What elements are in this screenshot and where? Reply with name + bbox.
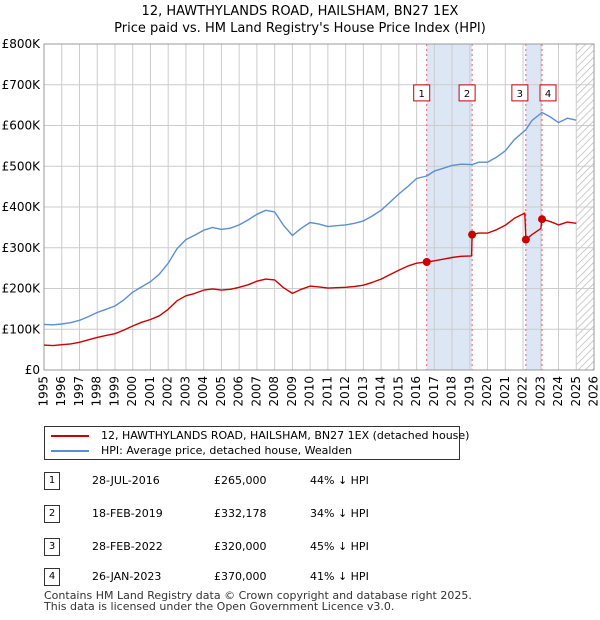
sale-date: 28-JUL-2016 [92, 474, 160, 487]
sale-number-box [413, 84, 431, 102]
sale-row: 1 28-JUL-2016 £265,000 44% ↓ HPI [44, 472, 444, 492]
sale-number-label: 3 [517, 89, 523, 100]
x-tick-label: 2025 [569, 376, 583, 407]
sale-hpi-diff: 41% ↓ HPI [310, 570, 369, 583]
x-tick-label: 1996 [54, 376, 68, 407]
sale-point [538, 215, 547, 224]
x-tick-label: 2003 [178, 376, 192, 407]
x-tick-label: 2012 [338, 376, 352, 407]
y-tick-label: £0 [25, 363, 40, 377]
sale-date: 18-FEB-2019 [92, 507, 163, 520]
x-tick-label: 2001 [143, 376, 157, 407]
y-tick-label: £700K [2, 78, 42, 92]
sale-hpi-diff: 34% ↓ HPI [310, 507, 369, 520]
x-tick-label: 1998 [90, 376, 104, 407]
y-tick-label: £200K [2, 282, 42, 296]
x-tick-label: 2006 [232, 376, 246, 407]
sale-number-label: 2 [464, 89, 470, 100]
sale-number-badge: 3 [44, 538, 60, 556]
sale-number-label: 1 [419, 89, 425, 100]
legend-label-price-paid: 12, HAWTHYLANDS ROAD, HAILSHAM, BN27 1EX… [101, 429, 470, 442]
sale-price: £370,000 [214, 570, 267, 583]
x-tick-label: 2019 [462, 376, 476, 407]
chart-legend: 12, HAWTHYLANDS ROAD, HAILSHAM, BN27 1EX… [44, 426, 469, 460]
y-tick-label: £300K [2, 241, 42, 255]
x-tick-label: 2014 [374, 376, 388, 407]
x-tick-label: 2016 [409, 376, 423, 407]
x-tick-label: 2023 [533, 376, 547, 407]
price-paid-line [44, 212, 577, 347]
chart-subtitle: Price paid vs. HM Land Registry's House … [114, 21, 486, 36]
sale-hpi-diff: 45% ↓ HPI [310, 540, 369, 553]
x-tick-label: 2026 [587, 376, 600, 407]
sale-point [422, 258, 431, 267]
sale-row: 2 18-FEB-2019 £332,178 34% ↓ HPI [44, 505, 444, 525]
sale-number-box [539, 84, 557, 102]
y-tick-label: £400K [2, 200, 42, 214]
x-tick-label: 2015 [391, 376, 405, 407]
x-tick-label: 1997 [72, 376, 86, 407]
y-tick-label: £100K [2, 322, 42, 336]
footer-attribution: Contains HM Land Registry data © Crown c… [44, 590, 472, 612]
x-tick-label: 2009 [285, 376, 299, 407]
x-tick-label: 2002 [161, 376, 175, 407]
sale-number-label: 4 [545, 89, 551, 100]
sale-number-badge: 1 [44, 472, 60, 490]
y-tick-label: £800K [2, 37, 42, 51]
legend-label-hpi: HPI: Average price, detached house, Weal… [101, 444, 353, 457]
x-tick-label: 2007 [249, 376, 263, 407]
x-tick-label: 1999 [107, 376, 121, 407]
x-tick-label: 2000 [125, 376, 139, 407]
sale-row: 3 28-FEB-2022 £320,000 45% ↓ HPI [44, 538, 444, 558]
sale-number-box [458, 84, 476, 102]
series-group [44, 111, 577, 347]
chart-title: 12, HAWTHYLANDS ROAD, HAILSHAM, BN27 1EX [141, 4, 459, 19]
x-tick-label: 2022 [516, 376, 530, 407]
x-tick-label: 2005 [214, 376, 228, 407]
sale-point [521, 235, 530, 244]
x-tick-label: 2024 [551, 376, 565, 407]
x-tick-label: 2010 [303, 376, 317, 407]
sale-date: 26-JAN-2023 [92, 570, 162, 583]
x-tick-label: 2017 [427, 376, 441, 407]
legend-line-price-paid [51, 435, 89, 437]
sale-price: £320,000 [214, 540, 267, 553]
sale-number-badge: 4 [44, 568, 60, 586]
sale-price: £265,000 [214, 474, 267, 487]
y-tick-label: £600K [2, 119, 42, 133]
x-tick-label: 1995 [37, 376, 51, 407]
x-tick-label: 2013 [356, 376, 370, 407]
x-tick-label: 2021 [498, 376, 512, 407]
sale-number-badge: 2 [44, 505, 60, 523]
legend-line-hpi [51, 450, 89, 452]
plot-frame [43, 43, 595, 371]
x-tick-label: 2020 [480, 376, 494, 407]
sale-row: 4 26-JAN-2023 £370,000 41% ↓ HPI [44, 568, 444, 588]
footer-license: This data is licensed under the Open Gov… [44, 600, 395, 613]
x-tick-label: 2018 [445, 376, 459, 407]
y-tick-label: £500K [2, 159, 42, 173]
x-tick-label: 2004 [196, 376, 210, 407]
sale-number-box [511, 84, 529, 102]
footer-copyright: Contains HM Land Registry data © Crown c… [44, 589, 472, 602]
hpi-line [44, 111, 577, 326]
sale-point [468, 230, 477, 239]
x-tick-label: 2008 [267, 376, 281, 407]
price-chart: 1 2 3 4 £0 £100K £200K £300K £400K £500K £600K £700… [2, 37, 600, 407]
x-tick-label: 2011 [320, 376, 334, 407]
sale-price: £332,178 [214, 507, 267, 520]
sale-hpi-diff: 44% ↓ HPI [310, 474, 369, 487]
sale-date: 28-FEB-2022 [92, 540, 163, 553]
